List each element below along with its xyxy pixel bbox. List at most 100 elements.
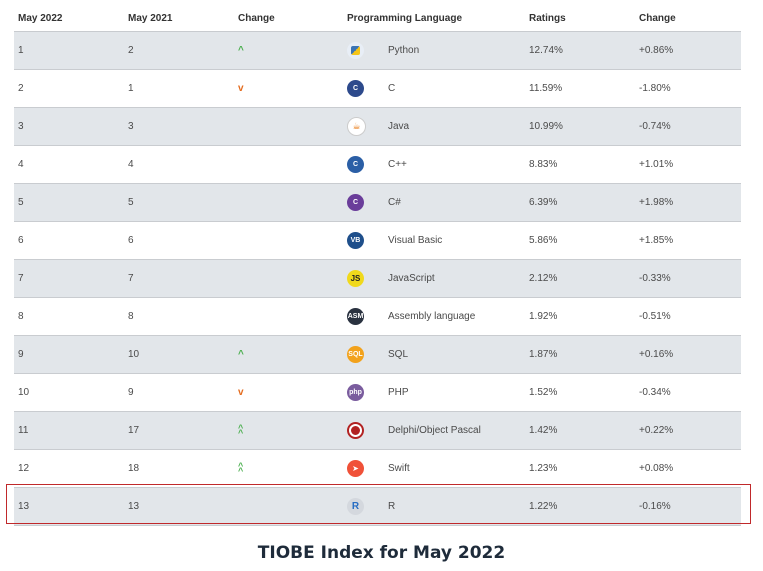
language-name: C++ xyxy=(388,159,407,170)
table-row: 3 3 ☕ Java 10.99% -0.74% xyxy=(14,108,741,146)
trend-cell: ^ ^ xyxy=(238,412,243,449)
language-name: SQL xyxy=(388,349,409,360)
rank-2022: 11 xyxy=(18,425,29,436)
rank-2022: 6 xyxy=(18,235,24,246)
java-logo-icon: ☕ xyxy=(347,117,366,136)
table-row: 12 18 ^ ^ ➤ Swift 1.23% +0.08% xyxy=(14,450,741,488)
table-row: 4 4 C C++ 8.83% +1.01% xyxy=(14,146,741,184)
rank-2021: 6 xyxy=(128,235,134,246)
rating-value: 11.59% xyxy=(529,83,563,94)
rank-2021: 2 xyxy=(128,45,134,56)
language-logo-wrap xyxy=(347,32,364,69)
trend-cell: ^ xyxy=(238,336,244,373)
c-logo-icon: C xyxy=(347,80,364,97)
language-name: Delphi/Object Pascal xyxy=(388,425,481,436)
trend-down-icon: v xyxy=(238,82,244,94)
table-row: 13 13 R R 1.22% -0.16% xyxy=(14,488,741,526)
rating-value: 8.83% xyxy=(529,159,558,170)
rank-2022: 3 xyxy=(18,121,24,132)
trend-up-icon: ^ xyxy=(238,44,244,56)
table-row: 7 7 JS JavaScript 2.12% -0.33% xyxy=(14,260,741,298)
rating-change: -0.16% xyxy=(639,501,671,512)
header-may-2021: May 2021 xyxy=(128,13,173,24)
table-header: May 2022 May 2021 Change Programming Lan… xyxy=(14,6,741,32)
rating-change: -0.51% xyxy=(639,311,671,322)
rating-change: +0.16% xyxy=(639,349,674,360)
language-name: R xyxy=(388,501,396,512)
header-ratings: Ratings xyxy=(529,13,566,24)
rank-2022: 1 xyxy=(18,45,24,56)
rank-2021: 13 xyxy=(128,501,140,512)
rank-2021: 7 xyxy=(128,273,134,284)
language-logo-wrap: JS xyxy=(347,260,364,297)
rating-value: 1.52% xyxy=(529,387,558,398)
rank-2021: 17 xyxy=(128,425,140,436)
rank-2021: 10 xyxy=(128,349,140,360)
rating-change: -0.33% xyxy=(639,273,671,284)
rank-2022: 8 xyxy=(18,311,24,322)
trend-cell: v xyxy=(238,374,244,411)
rank-2021: 3 xyxy=(128,121,134,132)
language-name: Assembly language xyxy=(388,311,476,322)
trend-down-icon: v xyxy=(238,386,244,398)
rating-value: 1.42% xyxy=(529,425,558,436)
trend-cell: ^ xyxy=(238,32,244,69)
rank-2022: 9 xyxy=(18,349,24,360)
header-programming-language: Programming Language xyxy=(347,13,463,24)
rank-2021: 18 xyxy=(128,463,140,474)
swift-logo-icon: ➤ xyxy=(347,460,364,477)
csharp-logo-icon: C xyxy=(347,194,364,211)
language-name: Swift xyxy=(388,463,410,474)
language-name: Python xyxy=(388,45,420,56)
trend-double-up-icon: ^ ^ xyxy=(238,460,243,476)
table-row: 9 10 ^ SQL SQL 1.87% +0.16% xyxy=(14,336,741,374)
rating-change: -0.74% xyxy=(639,121,671,132)
language-logo-wrap: ➤ xyxy=(347,450,364,487)
trend-up-icon: ^ xyxy=(238,348,244,360)
rating-value: 1.23% xyxy=(529,463,558,474)
rank-2022: 2 xyxy=(18,83,24,94)
rating-value: 1.87% xyxy=(529,349,558,360)
rank-2022: 13 xyxy=(18,501,30,512)
language-name: C# xyxy=(388,197,401,208)
rank-2021: 1 xyxy=(128,83,134,94)
language-logo-wrap: C xyxy=(347,146,364,183)
rating-value: 2.12% xyxy=(529,273,558,284)
cpp-logo-icon: C xyxy=(347,156,364,173)
rank-2021: 9 xyxy=(128,387,134,398)
rank-2021: 5 xyxy=(128,197,134,208)
rank-2021: 4 xyxy=(128,159,134,170)
assembly-logo-icon: ASM xyxy=(347,308,364,325)
trend-double-up-icon: ^ ^ xyxy=(238,422,243,438)
language-name: Java xyxy=(388,121,410,132)
table-row: 8 8 ASM Assembly language 1.92% -0.51% xyxy=(14,298,741,336)
header-may-2022: May 2022 xyxy=(18,13,63,24)
language-logo-wrap: ASM xyxy=(347,298,364,335)
header-change-percent: Change xyxy=(639,13,676,24)
language-name: Visual Basic xyxy=(388,235,443,246)
rating-change: +0.86% xyxy=(639,45,674,56)
rank-2021: 8 xyxy=(128,311,134,322)
sql-logo-icon: SQL xyxy=(347,346,364,363)
table-body: 1 2 ^ Python 12.74% +0.86% 2 1 v C C 11.59% -1.80% 3 3… xyxy=(14,32,741,526)
table-row: 6 6 VB Visual Basic 5.86% +1.85% xyxy=(14,222,741,260)
trend-cell: v xyxy=(238,70,244,107)
rating-value: 12.74% xyxy=(529,45,563,56)
trend-cell: ^ ^ xyxy=(238,450,243,487)
javascript-logo-icon: JS xyxy=(347,270,364,287)
rank-2022: 12 xyxy=(18,463,30,474)
rating-change: +0.08% xyxy=(639,463,674,474)
table-row: 11 17 ^ ^ Delphi/Object Pascal 1.42% +0.22% xyxy=(14,412,741,450)
language-logo-wrap xyxy=(347,412,364,449)
rating-change: -1.80% xyxy=(639,83,671,94)
language-name: PHP xyxy=(388,387,409,398)
language-name: JavaScript xyxy=(388,273,435,284)
rating-value: 5.86% xyxy=(529,235,558,246)
rank-2022: 5 xyxy=(18,197,24,208)
tiobe-table: May 2022 May 2021 Change Programming Lan… xyxy=(14,6,741,526)
rating-change: -0.34% xyxy=(639,387,671,398)
table-row: 5 5 C C# 6.39% +1.98% xyxy=(14,184,741,222)
rating-change: +1.85% xyxy=(639,235,674,246)
rating-change: +1.98% xyxy=(639,197,674,208)
rating-change: +0.22% xyxy=(639,425,674,436)
